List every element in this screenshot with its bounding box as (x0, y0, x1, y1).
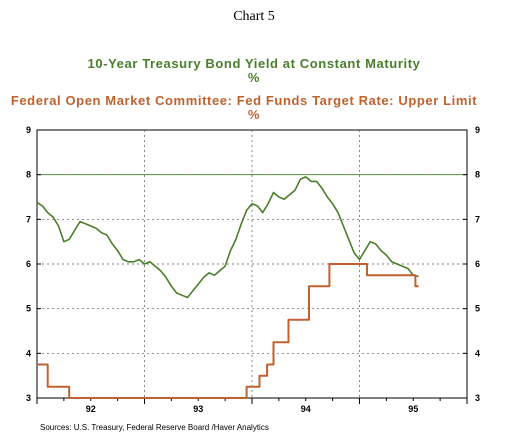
grid (37, 130, 467, 398)
y-tick-label-left: 9 (26, 125, 31, 135)
chart-title: Chart 5 (233, 9, 275, 24)
y-tick-label-right: 5 (475, 304, 480, 314)
treasury-series-title: 10-Year Treasury Bond Yield at Constant … (88, 56, 421, 71)
treasury-yield-line (37, 177, 419, 298)
y-tick-label-left: 7 (26, 214, 31, 224)
axes: 3 3 4 4 5 5 6 6 7 7 8 8 9 9 92 93 94 95 (26, 125, 480, 414)
y-tick-label-right: 4 (475, 348, 480, 358)
y-tick-label-right: 8 (475, 170, 480, 180)
y-tick-label-left: 8 (26, 170, 31, 180)
source-note: Sources: U.S. Treasury, Federal Reserve … (40, 423, 269, 432)
x-tick-label: 94 (301, 404, 311, 414)
y-tick-label-right: 9 (475, 125, 480, 135)
fed-funds-target-line (37, 264, 419, 398)
y-tick-label-right: 3 (475, 393, 480, 403)
y-tick-label-right: 7 (475, 214, 480, 224)
y-tick-label-right: 6 (475, 259, 480, 269)
y-tick-label-left: 5 (26, 304, 31, 314)
x-tick-label: 93 (193, 404, 203, 414)
treasury-series-unit: % (248, 70, 260, 85)
y-tick-label-left: 3 (26, 393, 31, 403)
y-tick-label-left: 6 (26, 259, 31, 269)
x-tick-label: 92 (86, 404, 96, 414)
y-tick-label-left: 4 (26, 348, 31, 358)
fed-funds-series-unit: % (248, 107, 260, 122)
fed-funds-series-title: Federal Open Market Committee: Fed Funds… (11, 93, 477, 108)
series (37, 177, 419, 398)
x-tick-label: 95 (408, 404, 418, 414)
